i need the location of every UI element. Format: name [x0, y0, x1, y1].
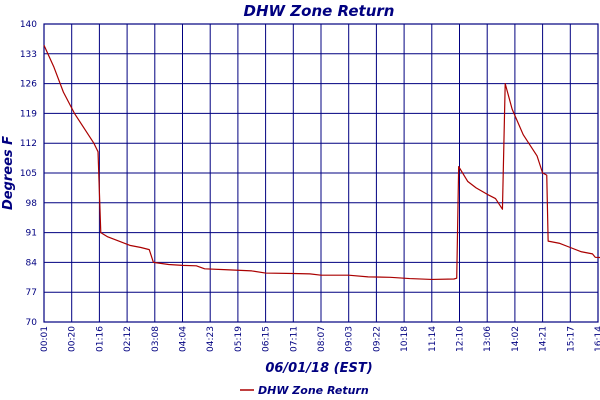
x-tick-label: 04:04: [179, 326, 189, 352]
y-tick-label: 91: [26, 229, 37, 239]
x-tick-label: 07:11: [289, 326, 299, 352]
x-tick-label: 09:22: [372, 326, 382, 352]
y-tick-label: 98: [26, 199, 38, 209]
series-layer: [43, 45, 600, 281]
x-tick-label: 02:12: [123, 326, 133, 352]
x-tick-label: 14:21: [539, 326, 549, 352]
y-tick-label: 126: [20, 80, 37, 90]
x-tick-label: 12:10: [456, 326, 466, 352]
y-tick-label: 112: [20, 139, 37, 149]
y-axis-ticks: 70 77 84 91 98 105 112 119 126 133 140: [20, 20, 37, 328]
x-tick-label: 16:14: [594, 326, 600, 352]
x-tick-label: 08:07: [317, 326, 327, 352]
plot-area: [43, 23, 600, 323]
x-axis-title: 06/01/18 (EST): [265, 361, 372, 376]
series-line: [43, 45, 600, 281]
x-tick-label: 00:01: [40, 326, 50, 352]
grid-lines: [43, 23, 599, 323]
y-tick-label: 77: [26, 288, 37, 298]
x-tick-label: 05:19: [234, 326, 244, 352]
y-axis-title: Degrees F: [1, 136, 16, 210]
legend-label: DHW Zone Return: [258, 384, 369, 397]
x-tick-label: 00:20: [68, 326, 78, 352]
chart-title: DHW Zone Return: [244, 2, 395, 20]
y-tick-label: 84: [26, 258, 38, 268]
plot-border: [43, 23, 599, 323]
x-tick-label: 11:14: [428, 326, 438, 352]
x-tick-label: 04:23: [206, 326, 216, 352]
x-tick-label: 15:17: [566, 326, 576, 352]
y-tick-label: 140: [20, 20, 37, 30]
y-tick-label: 70: [26, 318, 38, 328]
x-tick-label: 03:08: [151, 326, 161, 352]
y-tick-label: 133: [20, 50, 37, 60]
x-tick-label: 13:06: [483, 326, 493, 352]
x-tick-label: 01:16: [95, 326, 105, 352]
y-tick-label: 119: [20, 109, 37, 119]
legend: DHW Zone Return: [240, 384, 369, 397]
x-tick-label: 09:03: [345, 326, 355, 352]
x-tick-label: 14:02: [511, 326, 521, 352]
x-tick-label: 06:15: [262, 326, 272, 352]
x-axis-ticks: 00:01 00:20 01:16 02:12 03:08 04:04 04:23 05:19…: [40, 326, 600, 352]
x-tick-label: 10:18: [400, 326, 410, 352]
y-tick-label: 105: [20, 169, 37, 179]
